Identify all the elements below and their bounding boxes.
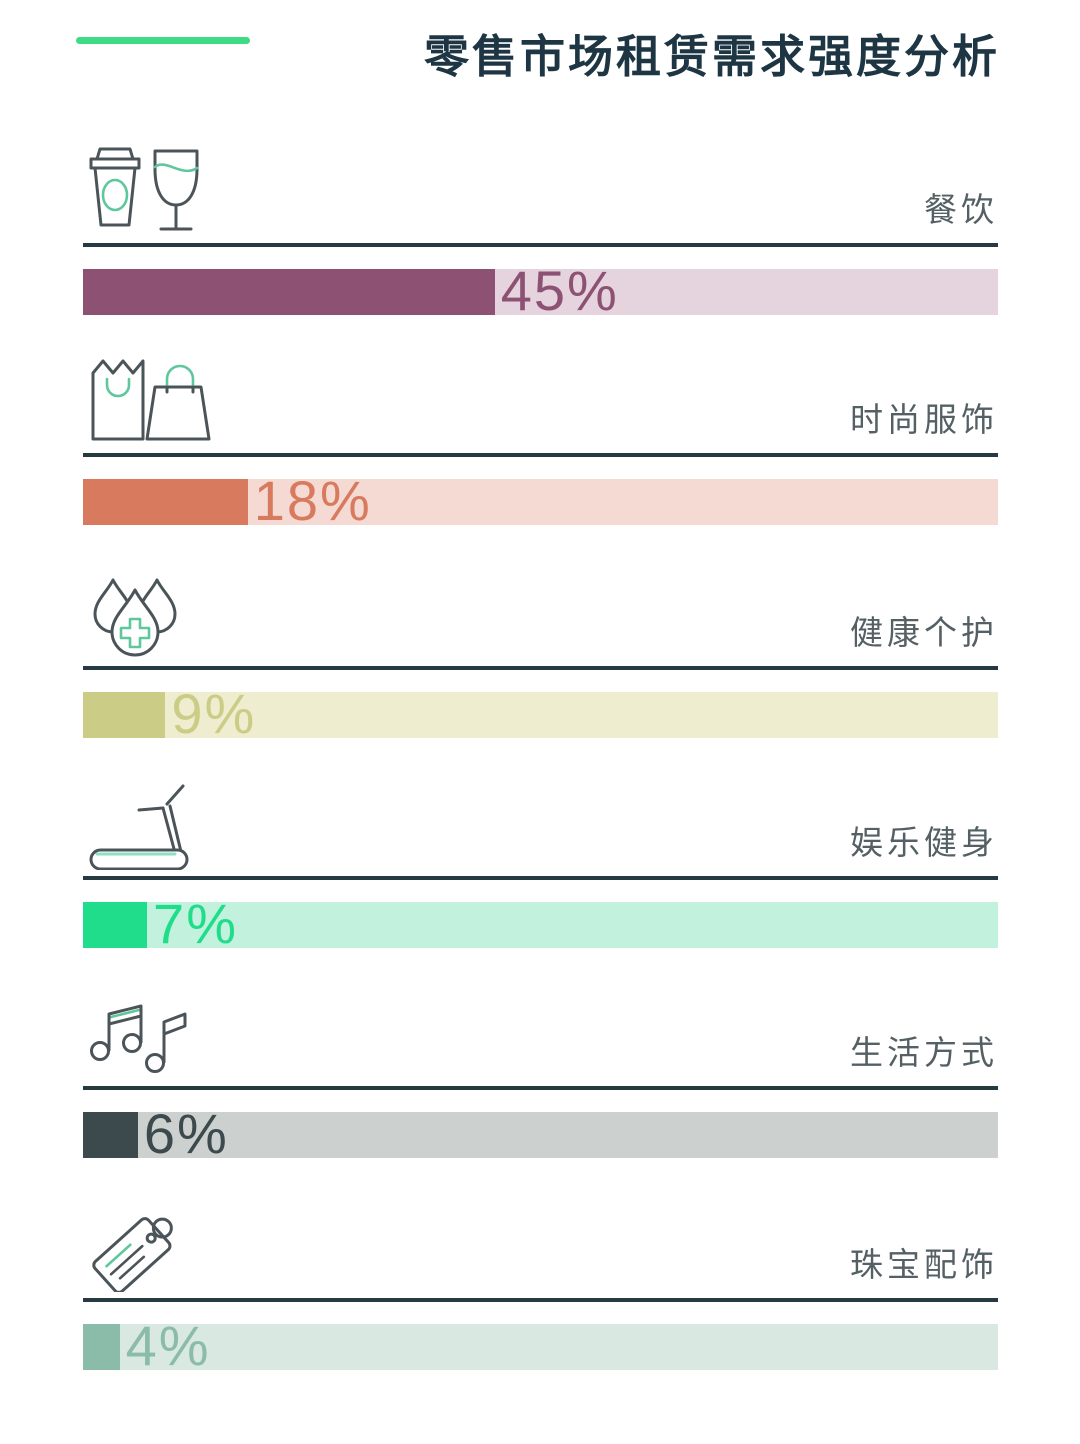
separator-line: [83, 243, 998, 247]
category-label: 生活方式: [850, 1034, 998, 1071]
separator-line: [83, 1298, 998, 1302]
bar-track: 9%: [83, 685, 998, 741]
chart-row-jewelry: 珠宝配饰 4%: [83, 1210, 998, 1382]
separator-line: [83, 453, 998, 457]
coffee-and-wine-icon: [85, 145, 220, 237]
bar-value-label: 18%: [253, 468, 372, 532]
bar-fill: [83, 479, 248, 525]
bar-value-label: 9%: [171, 681, 257, 745]
shopping-bags-icon: [85, 355, 220, 447]
bar-fill: [83, 692, 166, 738]
chart-row-dining: 餐饮 45%: [83, 147, 998, 327]
bar-track: 6%: [83, 1105, 998, 1161]
accent-dash: [76, 37, 250, 44]
separator-line: [83, 876, 998, 880]
bar-value-label: 6%: [143, 1101, 229, 1165]
chart-row-health: 健康个护 9%: [83, 578, 998, 750]
chart-row-fashion: 时尚服饰 18%: [83, 359, 998, 537]
category-label: 健康个护: [850, 614, 998, 651]
category-label: 时尚服饰: [850, 401, 998, 438]
chart-row-fitness: 娱乐健身 7%: [83, 784, 998, 960]
page-title: 零售市场租赁需求强度分析: [423, 31, 1000, 82]
bar-value-label: 4%: [125, 1313, 211, 1377]
chart-row-lifestyle: 生活方式 6%: [83, 998, 998, 1170]
price-tag-icon: [85, 1200, 220, 1292]
bar-track: 7%: [83, 895, 998, 951]
category-label: 珠宝配饰: [850, 1246, 998, 1283]
music-notes-icon: [85, 988, 220, 1080]
bar-fill: [83, 269, 495, 315]
bar-fill: [83, 902, 148, 948]
bar-fill: [83, 1112, 138, 1158]
bar-fill: [83, 1324, 120, 1370]
treadmill-icon: [85, 778, 220, 870]
category-label: 娱乐健身: [850, 824, 998, 861]
bar-value-label: 7%: [153, 891, 238, 955]
category-label: 餐饮: [924, 191, 998, 228]
bar-value-label: 45%: [500, 258, 619, 322]
bar-track: 45%: [83, 262, 998, 318]
bar-track: 18%: [83, 472, 998, 528]
water-drops-medical-icon: [85, 568, 220, 660]
separator-line: [83, 666, 998, 670]
separator-line: [83, 1086, 998, 1090]
bar-track: 4%: [83, 1317, 998, 1373]
